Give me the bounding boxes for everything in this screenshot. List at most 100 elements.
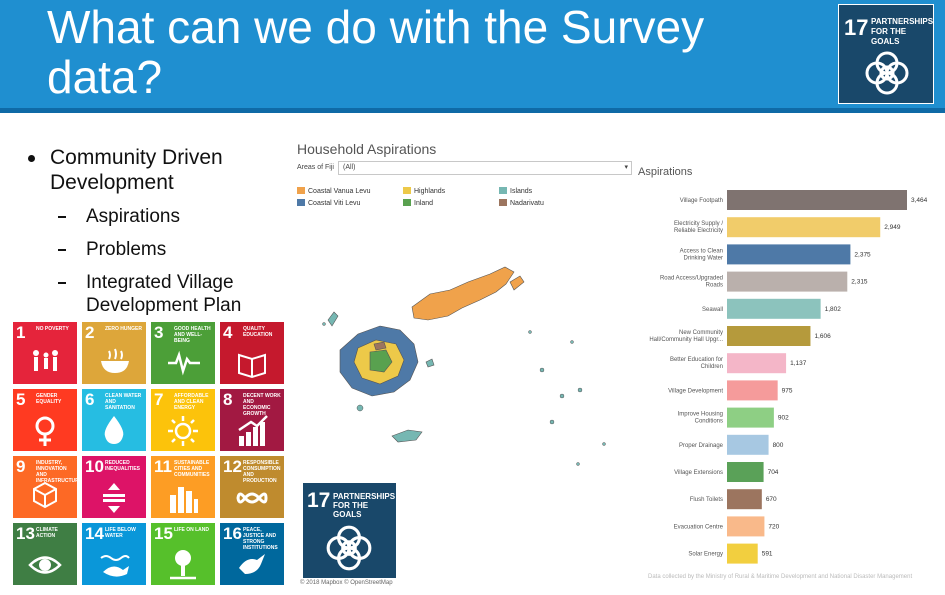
map-islet xyxy=(528,330,532,334)
legend-item[interactable]: Coastal Viti Levu xyxy=(297,199,360,207)
legend-item[interactable]: Nadarivatu xyxy=(499,199,544,207)
data-label: 2,375 xyxy=(854,251,871,258)
category-label: Solar Energy xyxy=(688,552,723,558)
category-label: Proper Drainage xyxy=(679,443,724,449)
chart-title: Aspirations xyxy=(638,166,693,178)
chevron-down-icon[interactable]: ▾ xyxy=(624,164,628,171)
sdg-tile-label: AFFORDABLE AND CLEAN ENERGY xyxy=(174,393,209,411)
map-region-ovalau xyxy=(425,358,435,368)
category-label: Road Access/Upgraded Roads xyxy=(660,276,723,289)
sdg-tile-label: CLIMATE ACTION xyxy=(36,527,58,539)
bar[interactable] xyxy=(727,244,851,265)
bar[interactable] xyxy=(727,407,774,428)
sdg-tile-14: 14 LIFE BELOW WATER xyxy=(82,523,146,585)
infinity-icon xyxy=(236,492,268,504)
category-label: Village Extensions xyxy=(674,470,723,476)
bar[interactable] xyxy=(727,353,787,374)
sdg17-logo-number: 17 xyxy=(844,15,869,40)
data-label: 902 xyxy=(778,415,789,422)
bar[interactable] xyxy=(727,543,758,564)
slide-title: What can we do with the Survey data? xyxy=(47,1,705,103)
map-islet xyxy=(559,393,565,399)
sdg-tile-10: 10 REDUCED INEQUALITIES xyxy=(82,456,146,518)
area-filter-dropdown[interactable]: (All) ▾ xyxy=(338,161,632,175)
sdg-tile-9: 9 INDUSTRY, INNOVATION AND INFRASTRUCTURE xyxy=(13,456,77,518)
data-label: 2,315 xyxy=(851,279,868,286)
fiji-map[interactable] xyxy=(300,212,620,482)
legend-item[interactable]: Highlands xyxy=(403,187,445,195)
rings-icon xyxy=(865,51,909,95)
sdg-tile-8: 8 DECENT WORK AND ECONOMIC GROWTH xyxy=(220,389,284,451)
bar[interactable] xyxy=(727,489,762,510)
sdg-tile-number: 1 xyxy=(16,323,26,342)
sub-bullet-text: Aspirations xyxy=(86,206,180,227)
sdg-tile-label: LIFE ON LAND xyxy=(174,527,209,533)
bar[interactable] xyxy=(727,298,821,319)
bullet-dot xyxy=(28,155,35,162)
map-region-inland xyxy=(369,349,393,373)
map-region-nadarivatu xyxy=(373,341,387,351)
sdg-tile-label: GOOD HEALTH AND WELL-BEING xyxy=(174,326,211,344)
legend-swatch xyxy=(403,199,411,206)
legend-item[interactable]: Islands xyxy=(499,187,532,195)
legend-swatch xyxy=(499,199,507,206)
bullet-list: Community Driven Development Aspirations… xyxy=(26,145,291,317)
bar[interactable] xyxy=(727,462,764,482)
sun-icon xyxy=(168,416,198,446)
data-label: 3,464 xyxy=(911,197,928,204)
bar[interactable] xyxy=(727,434,769,455)
sdg17-card-number: 17 xyxy=(307,489,331,512)
family-icon xyxy=(33,350,58,371)
category-label: Evacuation Centre xyxy=(674,524,724,530)
fish-icon xyxy=(100,555,130,577)
bar[interactable] xyxy=(727,271,848,292)
bar[interactable] xyxy=(727,516,765,537)
data-label: 1,606 xyxy=(814,333,831,340)
sub-bullet-text: Integrated Village Development Plan xyxy=(86,272,242,316)
sdg-tile-number: 2 xyxy=(85,323,95,342)
aspirations-bar-chart: Village Footpath 3,464 Electricity Supply … xyxy=(649,190,928,564)
category-label: Better Education for Children xyxy=(670,357,723,370)
sub-bullet-item: Integrated Village Development Plan xyxy=(26,271,291,317)
sdg-tile-number: 8 xyxy=(223,390,233,409)
sdg-tile-number: 4 xyxy=(223,323,233,342)
map-region-yasawa xyxy=(327,311,339,327)
bar[interactable] xyxy=(727,190,907,210)
data-label: 720 xyxy=(768,523,779,530)
dash-marker xyxy=(58,216,66,218)
legend-swatch xyxy=(403,187,411,194)
map-islet xyxy=(577,387,583,393)
sdg-tile-label: INDUSTRY, INNOVATION AND INFRASTRUCTURE xyxy=(36,460,77,484)
category-label: Electricity Supply / Reliable Electricity xyxy=(674,221,723,234)
sdg-tile-label: ZERO HUNGER xyxy=(105,326,142,332)
sdg-tile-1: 1 NO POVERTY xyxy=(13,322,77,384)
sdg-tile-label: GENDER EQUALITY xyxy=(36,393,62,405)
sdg17-card: 17 PARTNERSHIPS FOR THE GOALS xyxy=(303,483,396,578)
legend-item[interactable]: Coastal Vanua Levu xyxy=(297,187,371,195)
category-label: Seawall xyxy=(702,307,723,313)
data-label: 975 xyxy=(782,387,793,394)
bar[interactable] xyxy=(727,217,881,238)
city-icon xyxy=(170,487,198,513)
book-icon xyxy=(238,353,266,379)
legend-item[interactable]: Inland xyxy=(403,199,433,207)
sdg-tile-number: 16 xyxy=(223,524,242,543)
sdg-tile-4: 4 QUALITY EDUCATION xyxy=(220,322,284,384)
data-label: 2,949 xyxy=(884,224,901,231)
bar[interactable] xyxy=(727,380,778,401)
sdg-tile-number: 3 xyxy=(154,323,164,342)
bar[interactable] xyxy=(727,326,811,346)
sub-bullet-text: Problems xyxy=(86,239,167,260)
sdg-tile-label: QUALITY EDUCATION xyxy=(243,326,273,338)
sdg-tile-number: 12 xyxy=(223,457,242,476)
sdg17-logo: 17 PARTNERSHIPS FOR THE GOALS xyxy=(838,4,934,104)
sub-bullet-item: Aspirations xyxy=(26,205,291,228)
data-label: 591 xyxy=(762,551,773,558)
sdg-tile-13: 13 CLIMATE ACTION xyxy=(13,523,77,585)
sdg-tile-5: 5 GENDER EQUALITY xyxy=(13,389,77,451)
sdg-tile-number: 11 xyxy=(154,457,172,476)
sdg17-logo-label: PARTNERSHIPS FOR THE GOALS xyxy=(871,17,934,46)
sdg-tile-label: RESPONSIBLE CONSUMPTION AND PRODUCTION xyxy=(243,460,281,484)
dash-marker xyxy=(58,249,66,251)
equality-icon xyxy=(103,483,125,513)
